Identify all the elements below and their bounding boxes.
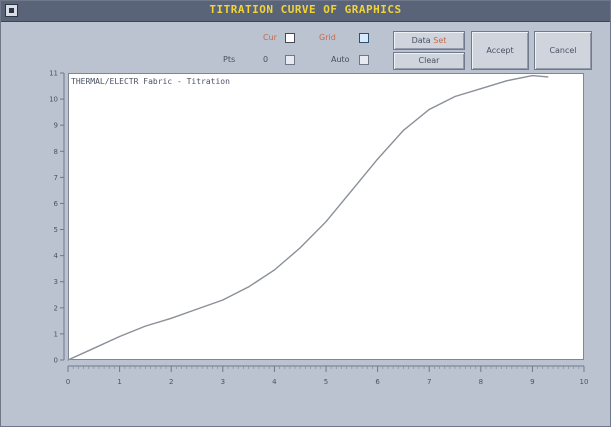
points-field-value: 0 (263, 55, 269, 64)
data-point (351, 189, 353, 192)
x-tick-label: 9 (530, 378, 534, 386)
data-point (402, 129, 404, 131)
data-point (93, 347, 95, 349)
title-bar[interactable]: TITRATION CURVE OF GRAPHICS (1, 1, 610, 22)
x-tick-label: 2 (169, 378, 173, 386)
data-point (248, 286, 250, 288)
x-tick-label: 8 (479, 378, 483, 386)
data-point (325, 221, 327, 223)
data-set-button-accent: Set (433, 36, 447, 45)
data-point (531, 75, 534, 77)
x-tick-label: 1 (117, 378, 121, 386)
data-point (222, 299, 224, 301)
y-tick-label: 2 (54, 304, 58, 312)
y-tick-label: 9 (54, 122, 58, 130)
y-tick-label: 6 (54, 200, 59, 208)
data-point (273, 269, 275, 271)
x-tick-label: 6 (375, 378, 380, 386)
data-point (428, 108, 430, 111)
data-point (506, 80, 508, 82)
data-point (299, 247, 301, 249)
auto-field-label: Auto (331, 55, 350, 64)
data-point (547, 76, 549, 78)
data-point (170, 317, 172, 319)
y-tick-label: 7 (54, 174, 58, 182)
clear-button-label: Clear (418, 56, 440, 65)
data-point (377, 158, 379, 160)
points-field-label: Pts (223, 55, 236, 64)
data-point (454, 95, 456, 98)
y-tick-label: 8 (54, 148, 58, 156)
accept-button-label: Accept (486, 46, 514, 55)
x-tick-label: 3 (221, 378, 225, 386)
grid-toggle-label: Grid (319, 33, 336, 42)
data-point (480, 88, 482, 90)
y-tick-label: 4 (54, 252, 59, 260)
data-set-button-label: Data (411, 36, 431, 45)
cancel-button-label: Cancel (549, 46, 577, 55)
x-tick-label: 5 (324, 378, 328, 386)
y-tick-label: 1 (54, 330, 58, 338)
window-title: TITRATION CURVE OF GRAPHICS (209, 3, 402, 16)
y-tick-label: 10 (49, 96, 58, 104)
y-tick-label: 3 (54, 278, 58, 286)
x-tick-label: 4 (272, 378, 277, 386)
data-point (144, 325, 146, 327)
y-tick-label: 5 (54, 226, 58, 234)
titration-curve-line (67, 74, 548, 361)
plot-area[interactable] (68, 73, 584, 360)
data-point (196, 308, 198, 310)
data-point (67, 359, 69, 361)
accept-button[interactable]: Accept (471, 31, 529, 70)
close-box-icon[interactable] (5, 4, 18, 17)
cursor-toggle-label: Cur (263, 33, 277, 42)
y-tick-label: 0 (54, 357, 58, 365)
x-tick-label: 10 (580, 378, 589, 386)
y-tick-label: 11 (49, 70, 58, 78)
x-tick-label: 7 (427, 378, 431, 386)
plot-title: THERMAL/ELECTR Fabric - Titration (71, 77, 230, 86)
x-tick-label: 0 (66, 378, 70, 386)
points-field[interactable] (285, 55, 295, 65)
cursor-toggle[interactable] (285, 33, 295, 43)
clear-button[interactable]: Clear (393, 52, 465, 70)
cancel-button[interactable]: Cancel (534, 31, 592, 70)
data-set-button[interactable]: Data Set (393, 31, 465, 50)
grid-toggle[interactable] (359, 33, 369, 43)
auto-field[interactable] (359, 55, 369, 65)
data-point (119, 335, 121, 338)
